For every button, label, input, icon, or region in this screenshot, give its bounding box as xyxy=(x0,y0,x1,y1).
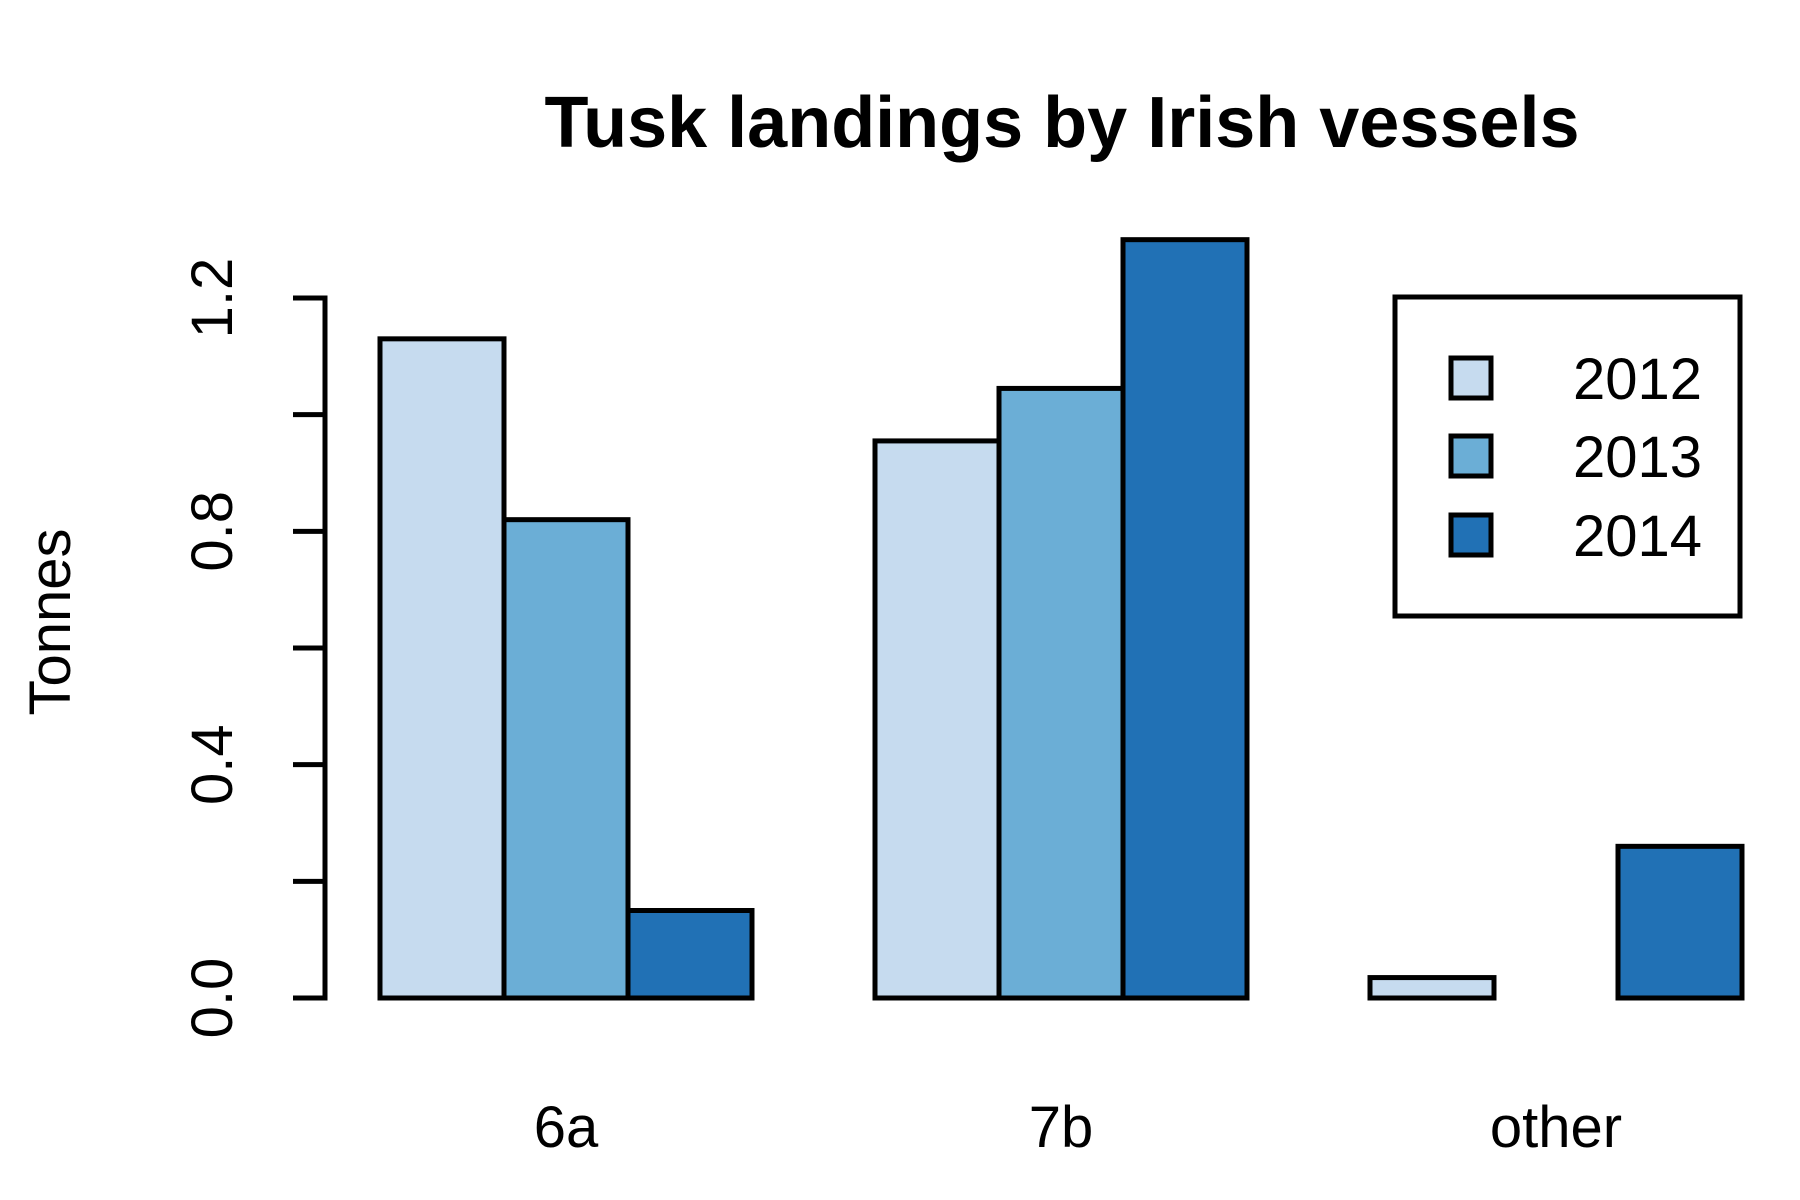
y-tick-label: 0.4 xyxy=(180,724,245,805)
y-axis: 0.0 0.4 0.8 1.2 xyxy=(180,258,328,1039)
x-axis-labels: 6a 7b other xyxy=(534,1095,1622,1160)
y-tick-label: 0.8 xyxy=(180,491,245,572)
legend: 2012 2013 2014 xyxy=(1392,294,1743,619)
x-label-6a: 6a xyxy=(534,1095,599,1160)
legend-label-2014: 2014 xyxy=(1573,504,1702,569)
bar-other-2014 xyxy=(1615,843,1745,1001)
legend-swatch-2013 xyxy=(1448,433,1494,479)
bar-other-2012 xyxy=(1367,975,1497,1001)
y-tick-label: 0.0 xyxy=(180,958,245,1039)
x-label-other: other xyxy=(1490,1095,1622,1160)
legend-swatch-2014 xyxy=(1448,512,1494,558)
bar-7b-2012 xyxy=(872,438,1002,1001)
x-label-7b: 7b xyxy=(1029,1095,1094,1160)
bars xyxy=(377,237,1745,1001)
bar-6a-2014 xyxy=(625,908,755,1001)
legend-swatch-2012 xyxy=(1448,355,1494,401)
bar-7b-2014 xyxy=(1120,237,1250,1001)
legend-label-2012: 2012 xyxy=(1573,347,1702,412)
y-tick-label: 1.2 xyxy=(180,258,245,339)
legend-label-2013: 2013 xyxy=(1573,425,1702,490)
bar-6a-2013 xyxy=(501,517,631,1001)
bar-6a-2012 xyxy=(377,336,507,1001)
bar-7b-2013 xyxy=(996,385,1126,1001)
chart-title: Tusk landings by Irish vessels xyxy=(544,83,1579,163)
y-axis-label: Tonnes xyxy=(18,528,83,715)
